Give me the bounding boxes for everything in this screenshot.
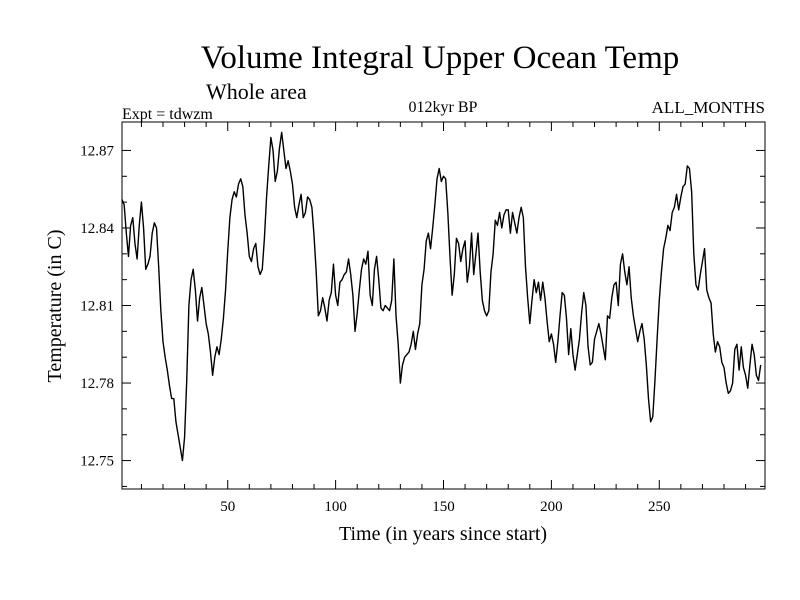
x-axis-label: Time (in years since start) [339,523,547,545]
experiment-label: Expt = tdwzm [122,106,213,123]
y-tick-label: 12.81 [80,299,114,315]
series-layer [121,131,762,462]
chart-title: Volume Integral Upper Ocean Temp [201,40,679,76]
axis-ticks [122,122,765,489]
x-tick-label: 200 [540,499,563,515]
tick-labels: 50 100 150 200 250 12.75 12.78 12.81 12.84 12.87 [80,143,670,515]
chart-subtitle: Whole area [206,79,307,104]
x-tick-label: 150 [432,499,455,515]
x-tick-label: 250 [648,499,671,515]
x-tick-label: 50 [220,499,235,515]
period-label: 012kyr BP [409,99,478,116]
y-axis-label: Temperature (in C) [44,230,66,383]
y-tick-label: 12.84 [80,221,114,237]
y-tick-label: 12.87 [80,143,114,159]
x-tick-label: 100 [324,499,347,515]
y-tick-label: 12.75 [80,454,114,470]
temperature-series-line [121,131,762,462]
y-tick-label: 12.78 [80,376,114,392]
months-label: ALL_MONTHS [652,98,765,117]
